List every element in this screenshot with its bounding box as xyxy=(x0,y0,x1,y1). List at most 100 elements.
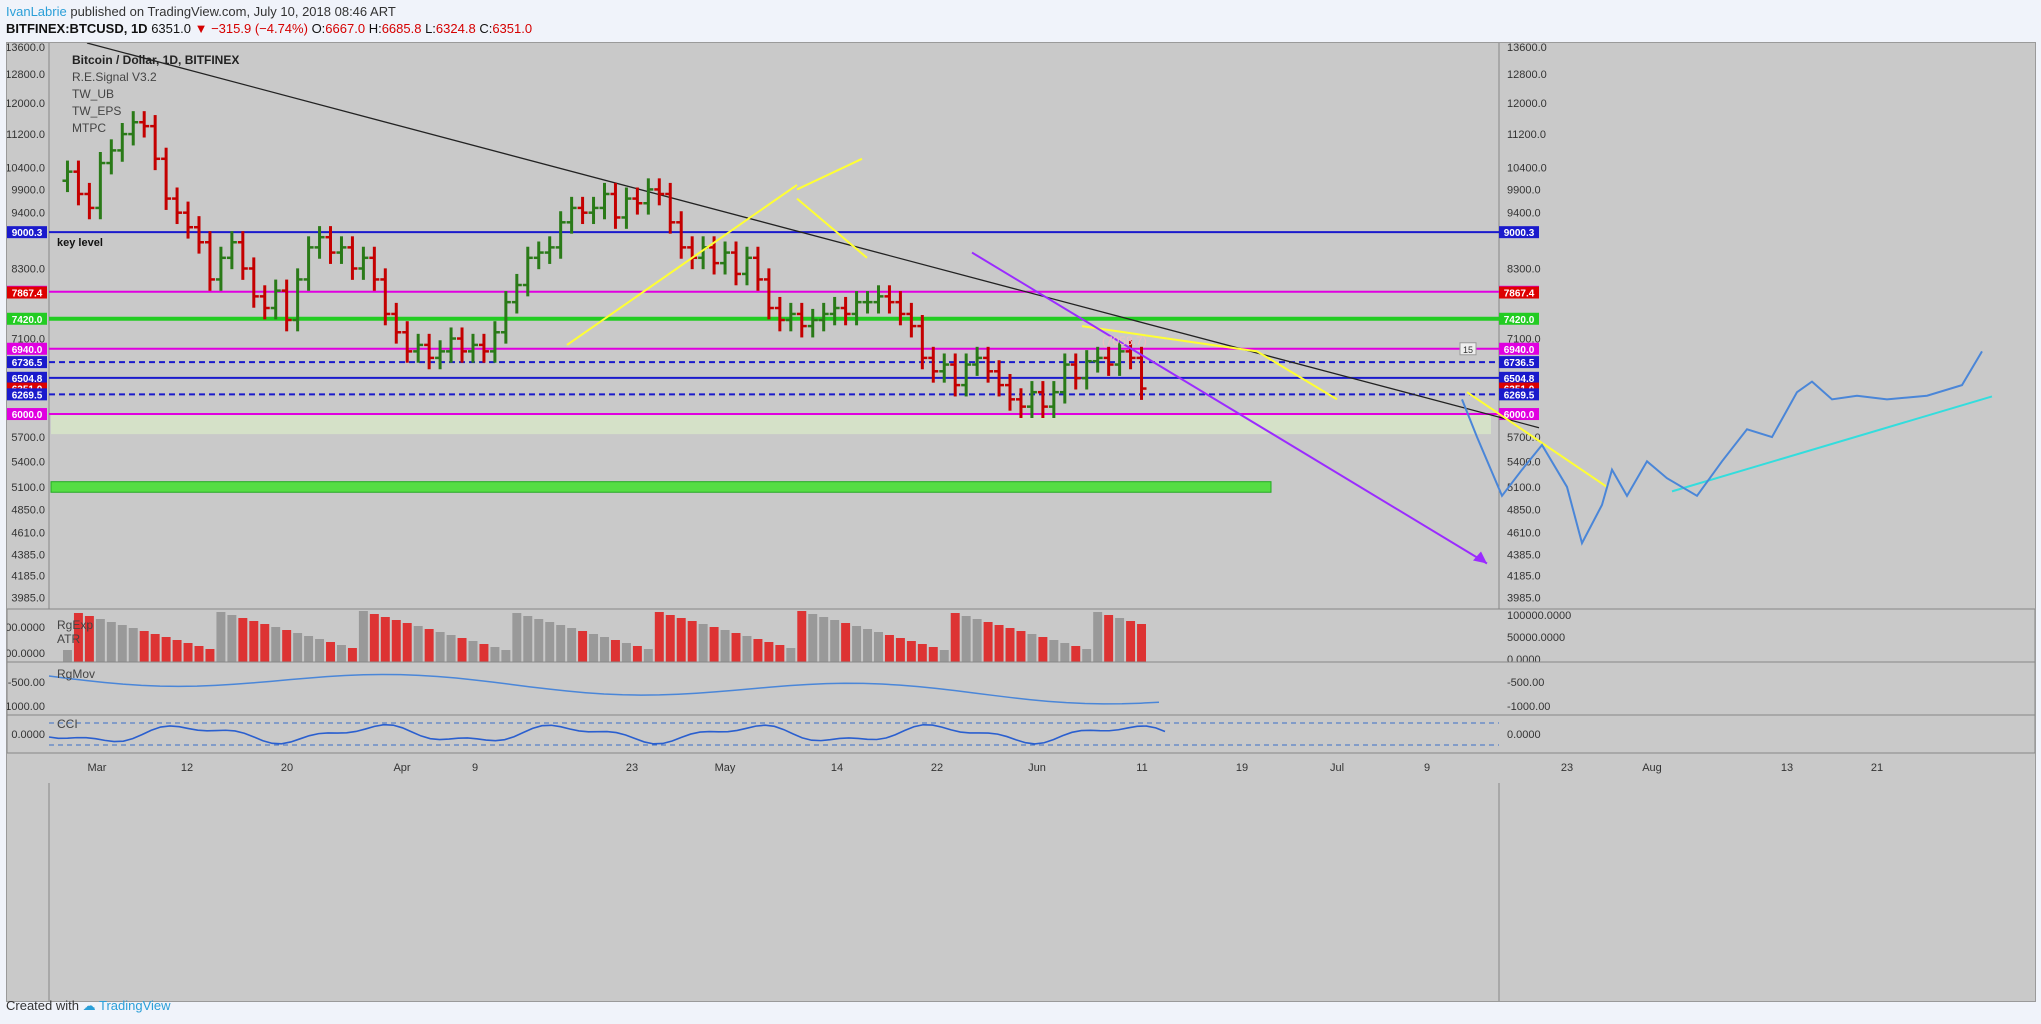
price-chart[interactable]: 13600.0 12800.0 12000.0 11200.0 10400.0 9900.… xyxy=(7,43,2035,1001)
price-tick-label: 4610.0 xyxy=(1507,527,1541,539)
volume-bar xyxy=(863,629,873,662)
price-tick-label: 11200.0 xyxy=(1507,129,1546,141)
chart-header: IvanLabrie published on TradingView.com,… xyxy=(0,0,2041,40)
level-badge-label: 7420.0 xyxy=(12,315,43,326)
volume-bar xyxy=(117,625,127,662)
volume-bar xyxy=(621,643,631,662)
time-tick-label: 21 xyxy=(1871,762,1883,774)
price-tick-label: 4850.0 xyxy=(1507,504,1541,516)
price-tick-label: 12800.0 xyxy=(1507,69,1547,81)
volume-bar xyxy=(391,620,401,662)
time-tick-label: 19 xyxy=(1236,762,1248,774)
level-badge-label: 6269.5 xyxy=(12,390,43,401)
green-target-zone xyxy=(50,481,1272,493)
level-badge xyxy=(7,342,47,355)
volume-bar xyxy=(610,640,620,662)
price-tick-label: 4850.0 xyxy=(11,504,45,516)
left-price-axis: 13600.0 12800.0 12000.0 11200.0 10400.0 9900.… xyxy=(7,43,45,605)
low-value: 6324.8 xyxy=(435,21,476,36)
level-badge xyxy=(1499,408,1539,421)
volume-bar xyxy=(249,621,259,662)
symbol-name[interactable]: BITFINEX:BTCUSD, 1D xyxy=(6,21,148,36)
level-badge xyxy=(1499,312,1539,325)
open-value: 6667.0 xyxy=(325,21,366,36)
symbol-line: BITFINEX:BTCUSD, 1D 6351.0 ▼ −315.9 (−4.… xyxy=(6,21,532,36)
price-tick-label: 4610.0 xyxy=(11,527,45,539)
volume-bar xyxy=(1093,612,1103,662)
time-tick-label: 20 xyxy=(281,762,293,774)
yellow-arrow xyxy=(1466,391,1608,488)
low-label: L: xyxy=(425,21,436,36)
legend-item-mtpc[interactable]: MTPC xyxy=(72,121,106,135)
time-tick-label: Jul xyxy=(1330,762,1344,774)
support-zone xyxy=(51,415,1491,435)
legend-item-tw-eps[interactable]: TW_EPS xyxy=(72,104,122,118)
purple-arrowhead xyxy=(1473,551,1487,564)
volume-bar xyxy=(545,622,555,662)
volume-tick-label: 800.0000 xyxy=(7,622,45,634)
volume-bar xyxy=(917,644,927,662)
time-tick-label: 23 xyxy=(1561,762,1573,774)
badge-box xyxy=(1459,342,1477,356)
author-link[interactable]: IvanLabrie xyxy=(6,4,67,19)
tradingview-brand-link[interactable]: TradingView xyxy=(99,998,171,1013)
yellow-arrow xyxy=(796,157,863,191)
legend-item-re-signal[interactable]: R.E.Signal V3.2 xyxy=(72,70,157,84)
volume-bar xyxy=(512,613,522,662)
price-tick-label: 4385.0 xyxy=(1507,550,1541,562)
time-tick-label: Mar xyxy=(88,762,107,774)
price-tick-label: 5400.0 xyxy=(1507,456,1541,468)
price-tick-label: 12000.0 xyxy=(7,98,45,110)
volume-bar xyxy=(73,613,83,662)
pane-legend: CCI xyxy=(57,717,78,731)
volume-bar xyxy=(402,623,412,662)
rgmov-pane xyxy=(7,661,2035,716)
price-tick-label: 10400.0 xyxy=(1507,162,1547,174)
volume-bar xyxy=(161,637,171,662)
volume-bars xyxy=(63,611,1146,662)
price-tick-label: 5100.0 xyxy=(1507,482,1541,494)
volume-bar xyxy=(1038,637,1048,662)
time-tick-label: 11 xyxy=(1136,762,1147,774)
volume-bar xyxy=(994,625,1004,662)
volume-bar xyxy=(106,622,116,662)
volume-bar xyxy=(271,627,281,662)
projected-price-path xyxy=(1461,350,1983,546)
publish-line: IvanLabrie published on TradingView.com,… xyxy=(6,4,396,19)
price-change: −315.9 (−4.74%) xyxy=(211,21,308,36)
last-price: 6351.0 xyxy=(151,21,191,36)
volume-bar xyxy=(227,615,237,662)
level-badge-label: 9000.3 xyxy=(1504,228,1535,239)
downtrend-line xyxy=(86,43,1540,429)
level-badge xyxy=(1499,226,1539,239)
volume-bar xyxy=(939,650,949,662)
level-badge xyxy=(7,408,47,421)
volume-bar xyxy=(709,627,719,662)
volume-bar xyxy=(468,641,478,662)
legend-item-tw-ub[interactable]: TW_UB xyxy=(72,87,114,101)
volume-bar xyxy=(205,649,215,662)
level-badge xyxy=(7,371,47,384)
volume-bar xyxy=(731,633,741,662)
volume-bar xyxy=(742,636,752,662)
volume-bar xyxy=(534,619,544,662)
volume-tick-label: 100000.0000 xyxy=(1507,610,1571,622)
price-tick-label: 5700.0 xyxy=(11,432,45,444)
level-badge xyxy=(1499,371,1539,384)
price-tick-label: 10400.0 xyxy=(7,162,45,174)
volume-bar xyxy=(1005,628,1015,662)
volume-bar xyxy=(84,616,94,662)
level-badge xyxy=(7,356,47,369)
price-tick-label: 9900.0 xyxy=(11,184,45,196)
volume-bar xyxy=(216,612,226,662)
down-arrow-icon: ▼ xyxy=(194,21,208,36)
level-badge xyxy=(7,286,47,299)
close-value: 6351.0 xyxy=(492,21,533,36)
cyan-trend-line xyxy=(1671,395,1993,493)
chart-area[interactable]: 13600.0 12800.0 12000.0 11200.0 10400.0 9900.… xyxy=(6,42,2036,1002)
high-value: 6685.8 xyxy=(381,21,422,36)
legend-title[interactable]: Bitcoin / Dollar, 1D, BITFINEX xyxy=(72,53,240,67)
volume-bar xyxy=(424,629,434,662)
volume-bar xyxy=(1060,643,1070,662)
volume-bar xyxy=(698,624,708,662)
